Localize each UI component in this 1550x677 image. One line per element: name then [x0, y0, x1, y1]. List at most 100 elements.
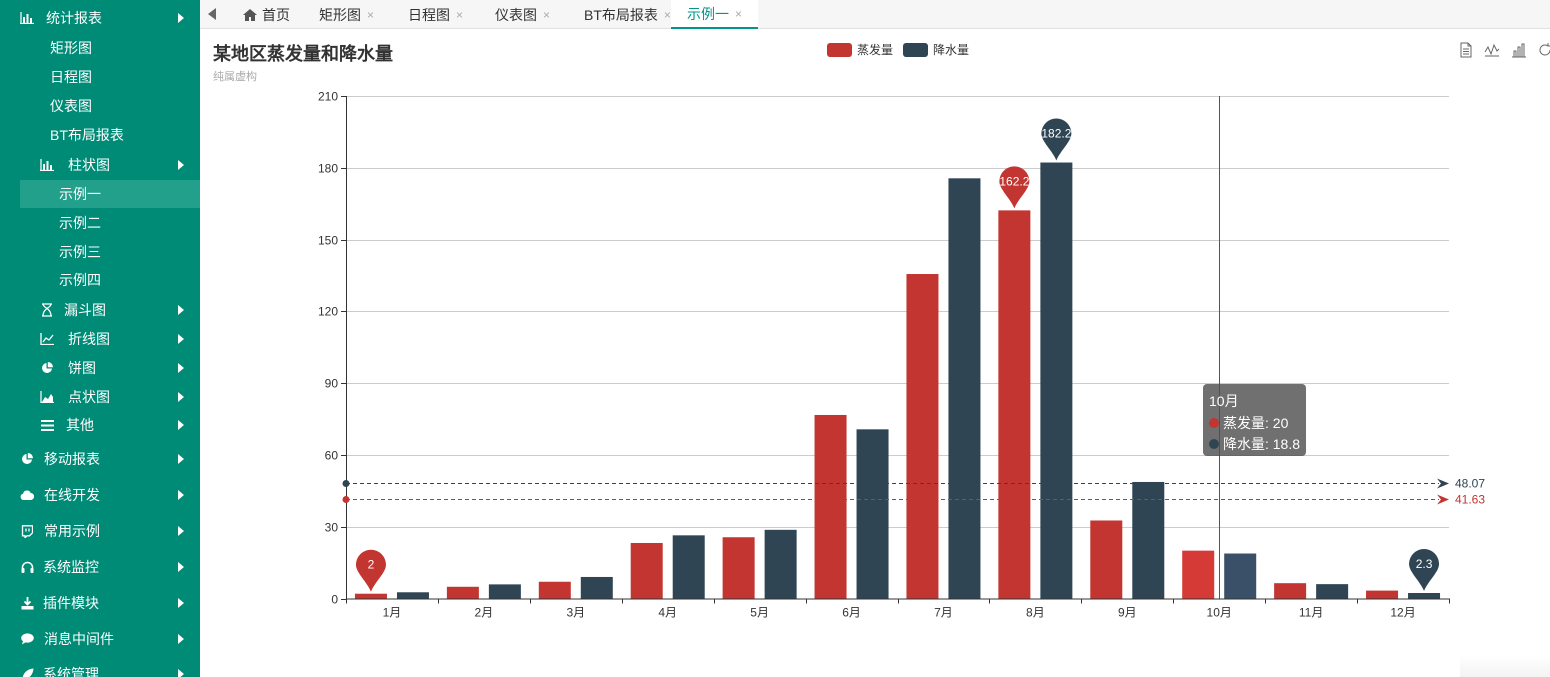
legend-swatch	[903, 42, 928, 57]
legend-swatch	[827, 42, 852, 57]
tab-label: 日程图	[408, 6, 450, 23]
mark-point-pin	[355, 549, 386, 592]
sidebar-item-10[interactable]: 漏斗图	[0, 296, 200, 324]
chevron-right-icon	[178, 160, 184, 170]
x-tick-label: 5月	[750, 606, 769, 620]
sidebar-item-8[interactable]: 示例三	[0, 238, 200, 266]
sidebar-item-2[interactable]: 日程图	[0, 63, 200, 91]
tab-2[interactable]: 日程图 ×	[408, 0, 463, 29]
home-icon	[243, 8, 257, 21]
list-icon	[40, 418, 54, 432]
chart-title: 某地区蒸发量和降水量	[213, 44, 393, 64]
average-line-label: 41.63	[1455, 493, 1485, 507]
legend-label: 降水量	[933, 43, 970, 57]
sidebar-item-label: 示例一	[59, 186, 101, 202]
close-icon[interactable]: ×	[735, 6, 743, 21]
bar-precipitation	[1040, 162, 1073, 599]
data-view-icon[interactable]	[1458, 42, 1474, 58]
bar-precipitation	[672, 535, 705, 599]
line-chart-icon[interactable]	[1484, 42, 1500, 58]
sidebar-item-label: 折线图	[68, 331, 110, 347]
close-icon[interactable]: ×	[663, 7, 671, 22]
x-tick-label: 3月	[566, 606, 585, 620]
tab-label: 矩形图	[319, 6, 361, 23]
y-tick-label: 0	[331, 593, 338, 607]
mark-point-pin	[999, 166, 1030, 209]
sidebar-item-18[interactable]: 系统监控	[0, 553, 200, 581]
legend-item-evaporation[interactable]: 蒸发量	[827, 41, 893, 58]
tab-4[interactable]: BT布局报表 ×	[584, 0, 671, 29]
close-icon[interactable]: ×	[456, 7, 464, 22]
sidebar-item-3[interactable]: 仪表图	[0, 92, 200, 120]
sidebar-item-13[interactable]: 点状图	[0, 383, 200, 411]
sidebar-item-label: 常用示例	[44, 523, 100, 539]
x-tick-label: 12月	[1390, 606, 1415, 620]
bar-precipitation	[396, 592, 429, 599]
sidebar-item-label: 仪表图	[50, 98, 92, 114]
average-line-arrow	[1437, 478, 1449, 489]
bar-precipitation	[1132, 481, 1165, 599]
sidebar-item-9[interactable]: 示例四	[0, 266, 200, 294]
tab-label: 示例一	[687, 5, 729, 22]
bar-precipitation	[1316, 584, 1349, 599]
sidebar-item-label: 在线开发	[44, 487, 100, 503]
sidebar-item-label: 饼图	[68, 360, 96, 376]
sidebar-item-21[interactable]: 系统管理	[0, 660, 200, 677]
bar-chart-icon[interactable]	[1511, 42, 1527, 58]
chevron-right-icon	[178, 13, 184, 23]
average-line-start	[342, 480, 350, 487]
sidebar-item-11[interactable]: 折线图	[0, 325, 200, 353]
sidebar-item-19[interactable]: 插件模块	[0, 589, 200, 617]
twitch-icon	[20, 524, 34, 538]
legend-label: 蒸发量	[857, 43, 894, 57]
legend-item-precipitation[interactable]: 降水量	[903, 41, 969, 58]
bar-evaporation	[906, 274, 939, 599]
tab-1[interactable]: 矩形图 ×	[319, 0, 374, 29]
close-icon[interactable]: ×	[367, 7, 375, 22]
sidebar-item-20[interactable]: 消息中间件	[0, 625, 200, 653]
sidebar-item-label: 统计报表	[46, 10, 102, 26]
chevron-right-icon	[178, 526, 184, 536]
bar-evaporation	[446, 586, 479, 599]
tab-label: 仪表图	[495, 6, 537, 23]
tab-5[interactable]: 示例一 ×	[671, 0, 759, 29]
tab-scroll-left-button[interactable]	[208, 8, 216, 20]
sidebar-item-label: 柱状图	[68, 157, 110, 173]
chevron-right-icon	[178, 490, 184, 500]
chevron-right-icon	[178, 669, 184, 677]
sidebar-item-7[interactable]: 示例二	[0, 209, 200, 237]
sidebar-item-12[interactable]: 饼图	[0, 354, 200, 382]
mark-point-label: 2	[368, 558, 375, 572]
tab-3[interactable]: 仪表图 ×	[495, 0, 550, 29]
tooltip-row-text: 蒸发量: 20	[1223, 414, 1289, 431]
sidebar-item-1[interactable]: 矩形图	[0, 34, 200, 62]
download-icon	[20, 596, 34, 610]
bar-evaporation	[814, 414, 847, 599]
sidebar-item-label: 点状图	[68, 389, 110, 405]
bar-precipitation	[856, 429, 889, 599]
bar-chart-icon	[20, 11, 34, 25]
bar-evaporation	[1366, 590, 1399, 599]
bar-precipitation	[948, 178, 981, 599]
bar-evaporation	[998, 210, 1031, 599]
cloud-icon	[20, 488, 34, 502]
tab-0[interactable]: 首页	[243, 0, 290, 29]
sidebar-item-0[interactable]: 统计报表	[0, 4, 200, 32]
sidebar-item-5[interactable]: 柱状图	[0, 151, 200, 179]
sidebar-item-4[interactable]: BT布局报表	[0, 121, 200, 149]
chevron-right-icon	[178, 305, 184, 315]
close-icon[interactable]: ×	[543, 7, 551, 22]
chevron-right-icon	[178, 363, 184, 373]
y-tick-label: 30	[325, 521, 339, 535]
sidebar-item-14[interactable]: 其他	[0, 411, 200, 439]
y-tick-label: 60	[325, 449, 339, 463]
restore-icon[interactable]	[1537, 42, 1550, 58]
chart-subtitle: 纯属虚构	[213, 71, 257, 83]
sidebar-item-17[interactable]: 常用示例	[0, 517, 200, 545]
chevron-right-icon	[178, 392, 184, 402]
sidebar-item-6[interactable]: 示例一	[20, 180, 200, 208]
sidebar-item-16[interactable]: 在线开发	[0, 481, 200, 509]
chevron-right-icon	[178, 454, 184, 464]
sidebar-item-15[interactable]: 移动报表	[0, 445, 200, 473]
